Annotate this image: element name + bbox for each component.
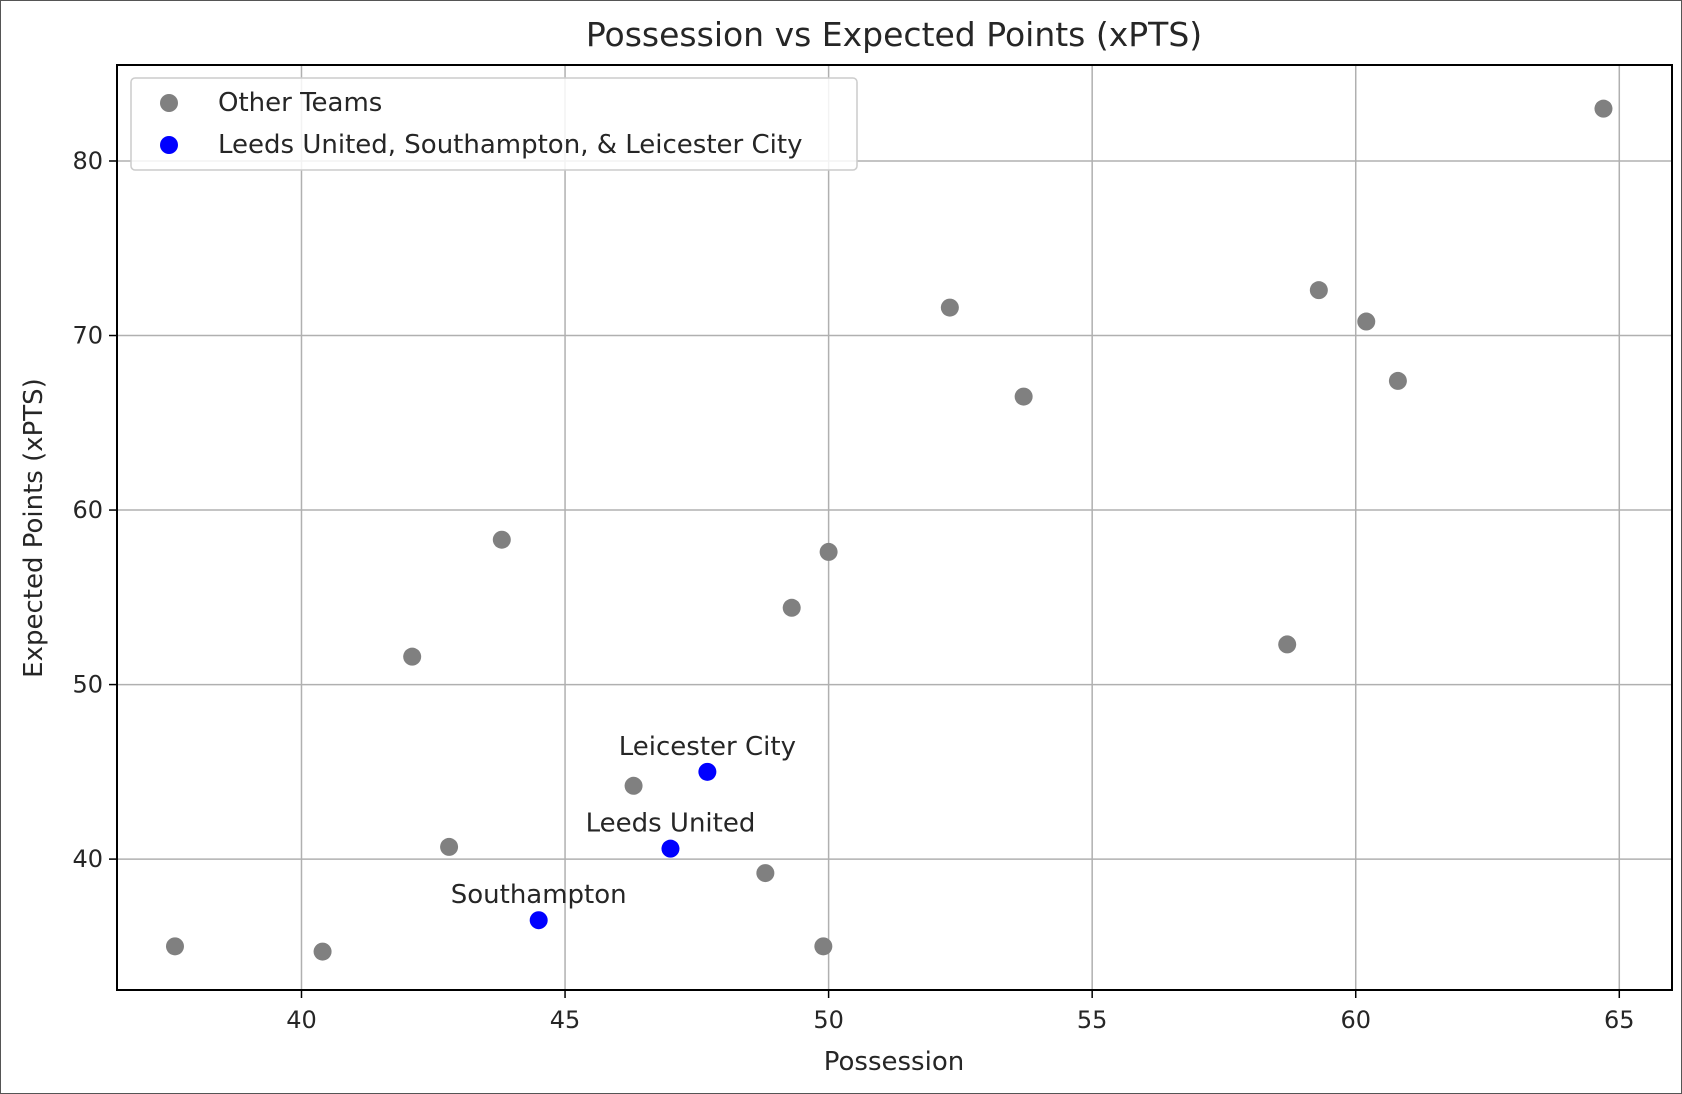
legend: Other Teams Leeds United, Southampton, &…	[130, 77, 858, 171]
plot-area-border	[116, 64, 1673, 991]
y-tick-label: 60	[72, 496, 103, 524]
data-point-highlighted-team	[698, 762, 717, 781]
x-tick-label: 60	[1340, 1006, 1371, 1034]
legend-box	[130, 77, 858, 171]
legend-label-highlighted-teams: Leeds United, Southampton, & Leicester C…	[218, 130, 802, 160]
legend-marker-highlighted-teams	[160, 136, 178, 154]
data-point-highlighted-team	[529, 911, 548, 930]
data-point-other-team	[1594, 99, 1613, 118]
data-point-other-team	[313, 942, 332, 961]
legend-label-other-teams: Other Teams	[218, 88, 382, 118]
x-tick-label: 50	[813, 1006, 844, 1034]
x-axis-label: Possession	[824, 1047, 964, 1077]
x-tick-label: 55	[1077, 1006, 1108, 1034]
point-annotations: Leicester City Leeds United Southampton	[451, 732, 796, 910]
data-point-other-team	[756, 864, 775, 883]
y-tick-label: 80	[72, 147, 103, 175]
point-annotation: Leeds United	[586, 809, 756, 839]
y-tick-label: 50	[72, 671, 103, 699]
data-point-other-team	[403, 647, 422, 666]
legend-marker-other-teams	[160, 94, 178, 112]
axis-ticks: 40 45 50 55 60 65 40 50 60 70 80	[72, 147, 1634, 1034]
x-tick-label: 65	[1604, 1006, 1635, 1034]
data-point-other-team	[940, 298, 959, 317]
data-point-other-team	[819, 542, 838, 561]
data-point-other-team	[1388, 371, 1407, 390]
data-point-other-team	[1357, 312, 1376, 331]
data-point-other-team	[1014, 387, 1033, 406]
data-point-other-team	[1278, 635, 1297, 654]
y-tick-label: 40	[72, 845, 103, 873]
data-point-other-team	[624, 776, 643, 795]
grid-lines	[117, 65, 1672, 990]
chart-title: Possession vs Expected Points (xPTS)	[586, 15, 1202, 54]
x-tick-label: 40	[286, 1006, 317, 1034]
data-point-other-team	[1309, 281, 1328, 300]
data-point-other-team	[165, 937, 184, 956]
data-point-other-team	[440, 837, 459, 856]
data-points	[165, 99, 1613, 961]
data-point-highlighted-team	[661, 839, 680, 858]
y-tick-label: 70	[72, 322, 103, 350]
x-tick-label: 45	[550, 1006, 581, 1034]
data-point-other-team	[782, 598, 801, 617]
point-annotation: Southampton	[451, 880, 627, 910]
y-axis-label: Expected Points (xPTS)	[19, 378, 49, 678]
point-annotation: Leicester City	[619, 732, 796, 762]
data-point-other-team	[492, 530, 511, 549]
data-point-other-team	[814, 937, 833, 956]
